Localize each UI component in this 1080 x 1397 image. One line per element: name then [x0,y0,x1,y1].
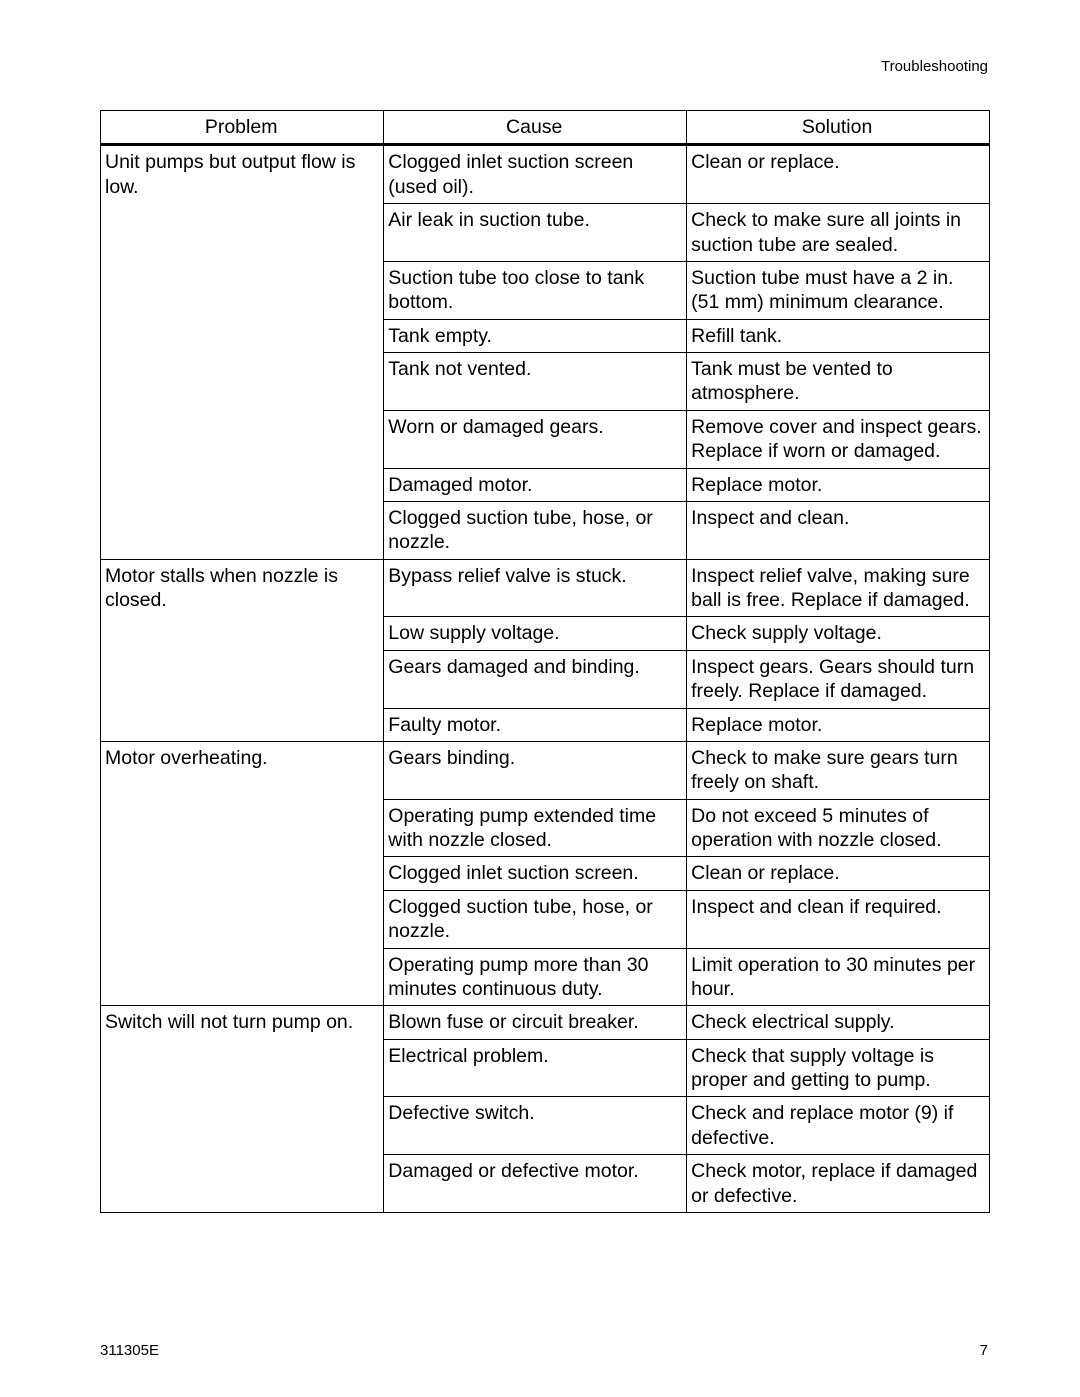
cause-cell: Tank not vented. [384,353,687,411]
col-header-problem: Problem [101,111,384,145]
cause-cell: Electrical problem. [384,1039,687,1097]
cause-cell: Clogged suction tube, hose, or nozzle. [384,501,687,559]
table-body: Unit pumps but output flow is low.Clogge… [101,145,990,1213]
cause-cell: Gears damaged and binding. [384,650,687,708]
solution-cell: Tank must be vented to atmosphere. [687,353,990,411]
col-header-cause: Cause [384,111,687,145]
solution-cell: Remove cover and inspect gears. Replace … [687,410,990,468]
doc-number: 311305E [100,1342,159,1359]
solution-cell: Replace motor. [687,708,990,741]
solution-cell: Check motor, replace if damaged or defec… [687,1155,990,1213]
cause-cell: Clogged inlet suction screen. [384,857,687,890]
cause-cell: Bypass relief valve is stuck. [384,559,687,617]
problem-cell: Unit pumps but output flow is low. [101,145,384,559]
cause-cell: Operating pump extended time with nozzle… [384,799,687,857]
cause-cell: Worn or damaged gears. [384,410,687,468]
problem-cell: Switch will not turn pump on. [101,1006,384,1213]
cause-cell: Gears binding. [384,741,687,799]
troubleshooting-table-wrap: Problem Cause Solution Unit pumps but ou… [100,110,990,1213]
cause-cell: Clogged suction tube, hose, or nozzle. [384,890,687,948]
page-number: 7 [980,1342,988,1359]
table-row: Motor stalls when nozzle is closed.Bypas… [101,559,990,617]
table-header-row: Problem Cause Solution [101,111,990,145]
cause-cell: Damaged or defective motor. [384,1155,687,1213]
solution-cell: Clean or replace. [687,145,990,204]
cause-cell: Blown fuse or circuit breaker. [384,1006,687,1039]
solution-cell: Check electrical supply. [687,1006,990,1039]
solution-cell: Refill tank. [687,319,990,352]
solution-cell: Inspect and clean if required. [687,890,990,948]
cause-cell: Low supply voltage. [384,617,687,650]
solution-cell: Inspect relief valve, making sure ball i… [687,559,990,617]
cause-cell: Damaged motor. [384,468,687,501]
solution-cell: Check and replace motor (9) if defective… [687,1097,990,1155]
cause-cell: Suction tube too close to tank bottom. [384,261,687,319]
cause-cell: Air leak in suction tube. [384,204,687,262]
col-header-solution: Solution [687,111,990,145]
solution-cell: Inspect and clean. [687,501,990,559]
problem-cell: Motor stalls when nozzle is closed. [101,559,384,741]
table-row: Unit pumps but output flow is low.Clogge… [101,145,990,204]
problem-cell: Motor overheating. [101,741,384,1005]
solution-cell: Limit operation to 30 minutes per hour. [687,948,990,1006]
cause-cell: Faulty motor. [384,708,687,741]
solution-cell: Check to make sure gears turn freely on … [687,741,990,799]
solution-cell: Check that supply voltage is proper and … [687,1039,990,1097]
solution-cell: Clean or replace. [687,857,990,890]
page: Troubleshooting Problem Cause Solution U… [0,0,1080,1397]
solution-cell: Suction tube must have a 2 in. (51 mm) m… [687,261,990,319]
cause-cell: Defective switch. [384,1097,687,1155]
cause-cell: Clogged inlet suction screen (used oil). [384,145,687,204]
section-header: Troubleshooting [881,58,988,75]
solution-cell: Check to make sure all joints in suction… [687,204,990,262]
table-row: Switch will not turn pump on.Blown fuse … [101,1006,990,1039]
table-row: Motor overheating.Gears binding.Check to… [101,741,990,799]
cause-cell: Tank empty. [384,319,687,352]
solution-cell: Inspect gears. Gears should turn freely.… [687,650,990,708]
troubleshooting-table: Problem Cause Solution Unit pumps but ou… [100,110,990,1213]
cause-cell: Operating pump more than 30 minutes cont… [384,948,687,1006]
solution-cell: Check supply voltage. [687,617,990,650]
solution-cell: Do not exceed 5 minutes of operation wit… [687,799,990,857]
solution-cell: Replace motor. [687,468,990,501]
